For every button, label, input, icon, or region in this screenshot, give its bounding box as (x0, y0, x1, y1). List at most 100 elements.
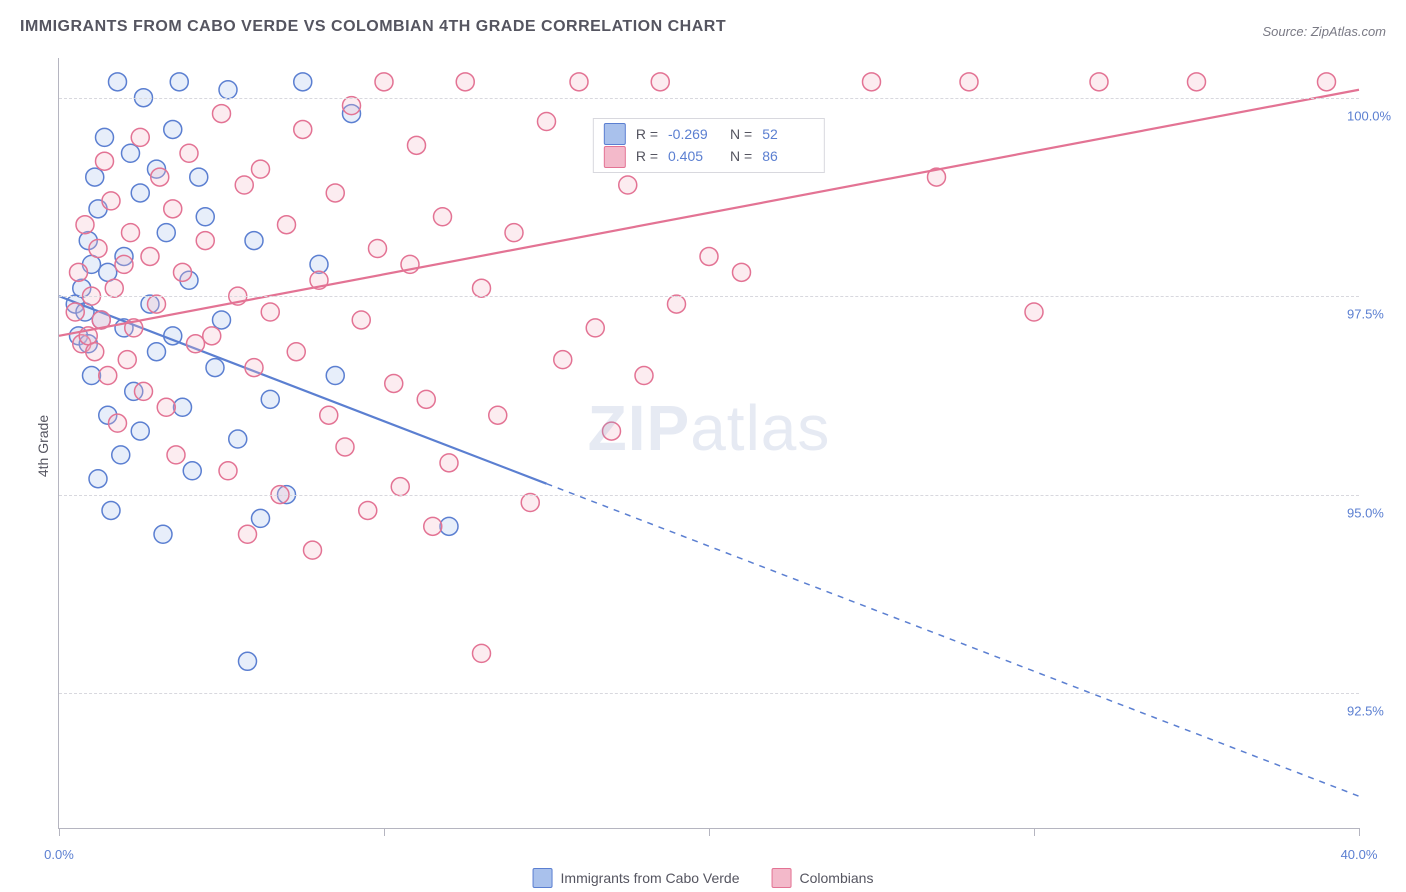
scatter-point-colombians (219, 462, 237, 480)
scatter-point-colombians (131, 128, 149, 146)
legend-bottom: Immigrants from Cabo Verde Colombians (533, 868, 874, 888)
scatter-point-colombians (473, 279, 491, 297)
x-tick-label: 40.0% (1341, 847, 1378, 862)
scatter-point-colombians (180, 144, 198, 162)
x-tick (1359, 828, 1360, 836)
x-tick-label: 0.0% (44, 847, 74, 862)
scatter-point-colombians (141, 247, 159, 265)
legend-label: Immigrants from Cabo Verde (561, 870, 740, 886)
scatter-point-colombians (554, 351, 572, 369)
scatter-point-colombians (359, 501, 377, 519)
scatter-point-colombians (700, 247, 718, 265)
scatter-point-colombians (1188, 73, 1206, 91)
scatter-point-colombians (635, 367, 653, 385)
scatter-point-colombians (521, 494, 539, 512)
scatter-point-colombians (96, 152, 114, 170)
gridline-h (59, 296, 1359, 297)
scatter-point-colombians (86, 343, 104, 361)
scatter-point-cabo_verde (213, 311, 231, 329)
scatter-point-colombians (261, 303, 279, 321)
scatter-point-cabo_verde (170, 73, 188, 91)
scatter-point-cabo_verde (206, 359, 224, 377)
scatter-point-colombians (473, 644, 491, 662)
scatter-point-cabo_verde (131, 184, 149, 202)
scatter-point-cabo_verde (122, 144, 140, 162)
scatter-point-colombians (76, 216, 94, 234)
scatter-point-colombians (196, 232, 214, 250)
scatter-point-colombians (603, 422, 621, 440)
scatter-point-colombians (99, 367, 117, 385)
scatter-point-colombians (375, 73, 393, 91)
scatter-point-cabo_verde (112, 446, 130, 464)
scatter-point-cabo_verde (174, 398, 192, 416)
scatter-point-colombians (203, 327, 221, 345)
scatter-point-colombians (489, 406, 507, 424)
scatter-point-colombians (148, 295, 166, 313)
scatter-point-colombians (336, 438, 354, 456)
scatter-point-cabo_verde (157, 224, 175, 242)
stats-n-value: 86 (762, 145, 814, 167)
stats-r-value: -0.269 (668, 123, 720, 145)
scatter-point-colombians (252, 160, 270, 178)
scatter-point-colombians (89, 240, 107, 258)
scatter-point-cabo_verde (190, 168, 208, 186)
stats-r-label: R = (636, 123, 658, 145)
scatter-point-colombians (1025, 303, 1043, 321)
gridline-h (59, 495, 1359, 496)
legend-swatch (533, 868, 553, 888)
gridline-h (59, 693, 1359, 694)
scatter-point-cabo_verde (294, 73, 312, 91)
scatter-point-cabo_verde (183, 462, 201, 480)
scatter-point-colombians (586, 319, 604, 337)
scatter-point-cabo_verde (154, 525, 172, 543)
scatter-point-colombians (213, 105, 231, 123)
scatter-point-colombians (1318, 73, 1336, 91)
stats-n-value: 52 (762, 123, 814, 145)
stats-r-label: R = (636, 145, 658, 167)
scatter-point-colombians (245, 359, 263, 377)
scatter-point-colombians (352, 311, 370, 329)
stats-row-cabo_verde: R = -0.269 N = 52 (604, 123, 814, 145)
scatter-point-colombians (570, 73, 588, 91)
scatter-point-cabo_verde (89, 470, 107, 488)
scatter-point-cabo_verde (239, 652, 257, 670)
scatter-point-colombians (157, 398, 175, 416)
legend-swatch (772, 868, 792, 888)
scatter-point-colombians (109, 414, 127, 432)
chart-source: Source: ZipAtlas.com (1262, 24, 1386, 39)
scatter-point-cabo_verde (261, 390, 279, 408)
legend-item-colombians: Colombians (772, 868, 874, 888)
scatter-point-colombians (115, 255, 133, 273)
scatter-point-cabo_verde (148, 343, 166, 361)
scatter-point-cabo_verde (440, 517, 458, 535)
stats-r-value: 0.405 (668, 145, 720, 167)
scatter-point-colombians (434, 208, 452, 226)
trendline-dashed-cabo_verde (547, 484, 1360, 797)
stats-n-label: N = (730, 123, 752, 145)
scatter-point-colombians (651, 73, 669, 91)
scatter-point-cabo_verde (109, 73, 127, 91)
y-tick-label: 100.0% (1347, 108, 1406, 123)
stats-row-colombians: R = 0.405 N = 86 (604, 145, 814, 167)
scatter-point-colombians (456, 73, 474, 91)
scatter-point-colombians (167, 446, 185, 464)
scatter-point-colombians (408, 136, 426, 154)
scatter-point-colombians (960, 73, 978, 91)
scatter-point-colombians (391, 478, 409, 496)
y-axis-label: 4th Grade (35, 415, 51, 477)
x-tick (59, 828, 60, 836)
scatter-point-colombians (118, 351, 136, 369)
scatter-point-colombians (343, 97, 361, 115)
stats-swatch (604, 123, 626, 145)
y-tick-label: 95.0% (1347, 505, 1406, 520)
scatter-point-cabo_verde (229, 430, 247, 448)
chart-title: IMMIGRANTS FROM CABO VERDE VS COLOMBIAN … (20, 18, 726, 36)
legend-label: Colombians (800, 870, 874, 886)
scatter-point-cabo_verde (252, 509, 270, 527)
scatter-point-colombians (385, 374, 403, 392)
stats-n-label: N = (730, 145, 752, 167)
stats-swatch (604, 146, 626, 168)
scatter-point-colombians (239, 525, 257, 543)
scatter-point-colombians (619, 176, 637, 194)
scatter-point-colombians (235, 176, 253, 194)
